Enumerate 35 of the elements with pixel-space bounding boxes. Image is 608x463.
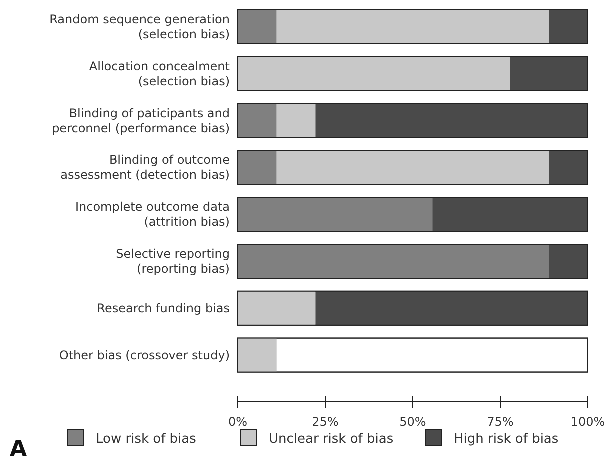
y-tick-label: Blinding of outcome assessment (detection bias) — [60, 153, 230, 182]
x-tick-label: 100% — [570, 415, 606, 429]
y-tick-label: Allocation concealment (selection bias) — [89, 59, 230, 88]
y-tick-label: Incomplete outcome data (attrition bias) — [75, 200, 230, 230]
bar — [238, 198, 433, 232]
legend-label: Unclear risk of bias — [269, 432, 394, 447]
x-tick-label: 0% — [228, 415, 248, 429]
bar — [316, 104, 588, 138]
y-tick-label: Other bias (crossover study) — [59, 348, 230, 362]
bar — [238, 291, 316, 326]
bar — [549, 10, 588, 44]
bar — [276, 10, 550, 44]
bar — [276, 150, 550, 185]
y-tick-label: Selective reporting (reporting bias) — [116, 247, 230, 276]
legend-label: High risk of bias — [454, 432, 559, 447]
y-tick-label: Blinding of paticipants and perconnel (performance bias) — [52, 106, 230, 136]
legend-label: Low risk of bias — [96, 432, 197, 447]
bar — [432, 198, 588, 232]
y-tick-label: Random sequence generation (selection bias) — [50, 12, 230, 42]
text: A — [10, 437, 28, 462]
x-tick-label: 50% — [400, 415, 426, 429]
bar — [510, 56, 588, 91]
bar — [549, 150, 588, 185]
y-tick-label: Research funding bias — [97, 301, 230, 316]
bar — [238, 150, 277, 185]
bar — [238, 10, 277, 44]
bar — [276, 104, 316, 138]
bar — [549, 244, 588, 278]
x-tick-label: 25% — [312, 415, 339, 429]
x-tick-label: 75% — [487, 415, 514, 429]
bar — [238, 338, 277, 372]
bar — [238, 244, 550, 278]
bar — [238, 104, 277, 138]
bar — [316, 291, 588, 326]
bar — [238, 56, 510, 91]
